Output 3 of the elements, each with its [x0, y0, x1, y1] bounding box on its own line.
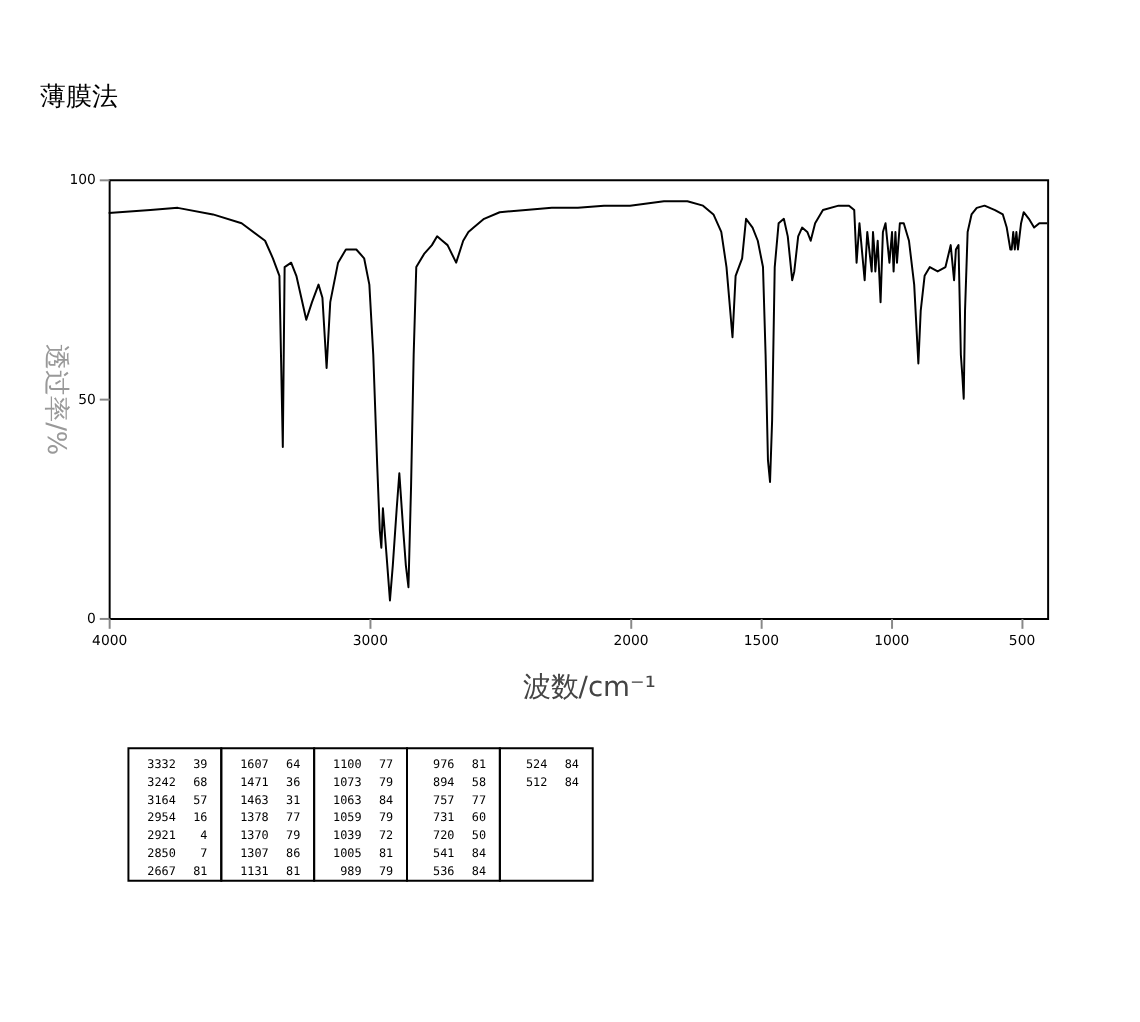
- chart-title: 薄膜法: [39, 83, 118, 114]
- x-axis-title: 波数/cm⁻¹: [522, 671, 656, 704]
- y-axis-title: 透过率/%: [39, 344, 72, 456]
